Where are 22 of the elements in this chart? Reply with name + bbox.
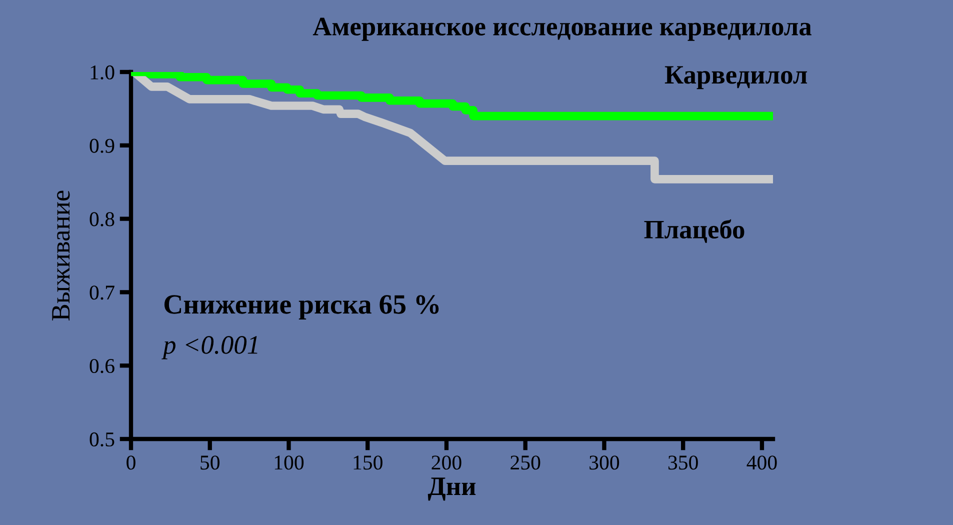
series-label: Плацебо <box>644 219 744 243</box>
y-tick-label: 0.9 <box>90 138 114 153</box>
annotation: p <0.001 <box>162 336 258 360</box>
chart-title: Американское исследование карведилола <box>312 18 812 41</box>
x-tick-label: 300 <box>590 456 620 470</box>
x-tick-label: 200 <box>432 456 462 470</box>
y-tick-label: 0.5 <box>90 432 114 447</box>
y-tick-label: 1.0 <box>90 65 114 80</box>
y-tick-label: 0.7 <box>90 286 114 300</box>
y-axis-title: Выживание <box>52 190 70 320</box>
x-tick-label: 350 <box>668 456 698 470</box>
series-label: Карведилол <box>664 66 808 90</box>
x-tick-label: 150 <box>354 456 382 470</box>
y-tick-label: 0.8 <box>90 212 114 226</box>
x-tick-label: 250 <box>510 456 540 470</box>
x-tick-label: 400 <box>746 456 777 470</box>
y-tick-label: 0.6 <box>90 358 114 374</box>
x-tick-label: 100 <box>274 456 304 470</box>
annotation: Снижение риска 65 % <box>164 295 439 320</box>
x-tick-label: 50 <box>200 456 220 470</box>
x-axis-title: Дни <box>428 478 476 501</box>
x-tick-label: 0 <box>126 456 136 470</box>
